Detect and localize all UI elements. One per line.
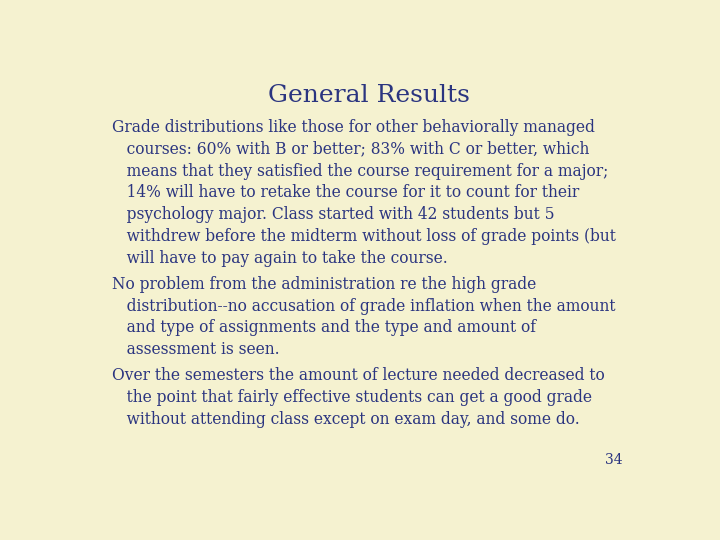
Text: and type of assignments and the type and amount of: and type of assignments and the type and…: [112, 320, 536, 336]
Text: without attending class except on exam day, and some do.: without attending class except on exam d…: [112, 411, 580, 428]
Text: courses: 60% with B or better; 83% with C or better, which: courses: 60% with B or better; 83% with …: [112, 141, 590, 158]
Text: 14% will have to retake the course for it to count for their: 14% will have to retake the course for i…: [112, 184, 580, 201]
Text: distribution--no accusation of grade inflation when the amount: distribution--no accusation of grade inf…: [112, 298, 616, 315]
Text: assessment is seen.: assessment is seen.: [112, 341, 280, 359]
Text: withdrew before the midterm without loss of grade points (but: withdrew before the midterm without loss…: [112, 228, 616, 245]
Text: the point that fairly effective students can get a good grade: the point that fairly effective students…: [112, 389, 593, 406]
Text: No problem from the administration re the high grade: No problem from the administration re th…: [112, 276, 536, 293]
Text: General Results: General Results: [268, 84, 470, 106]
Text: psychology major. Class started with 42 students but 5: psychology major. Class started with 42 …: [112, 206, 555, 223]
Text: Grade distributions like those for other behaviorally managed: Grade distributions like those for other…: [112, 119, 595, 136]
Text: will have to pay again to take the course.: will have to pay again to take the cours…: [112, 250, 448, 267]
Text: means that they satisfied the course requirement for a major;: means that they satisfied the course req…: [112, 163, 608, 179]
Text: 34: 34: [606, 453, 623, 467]
Text: Over the semesters the amount of lecture needed decreased to: Over the semesters the amount of lecture…: [112, 367, 605, 384]
